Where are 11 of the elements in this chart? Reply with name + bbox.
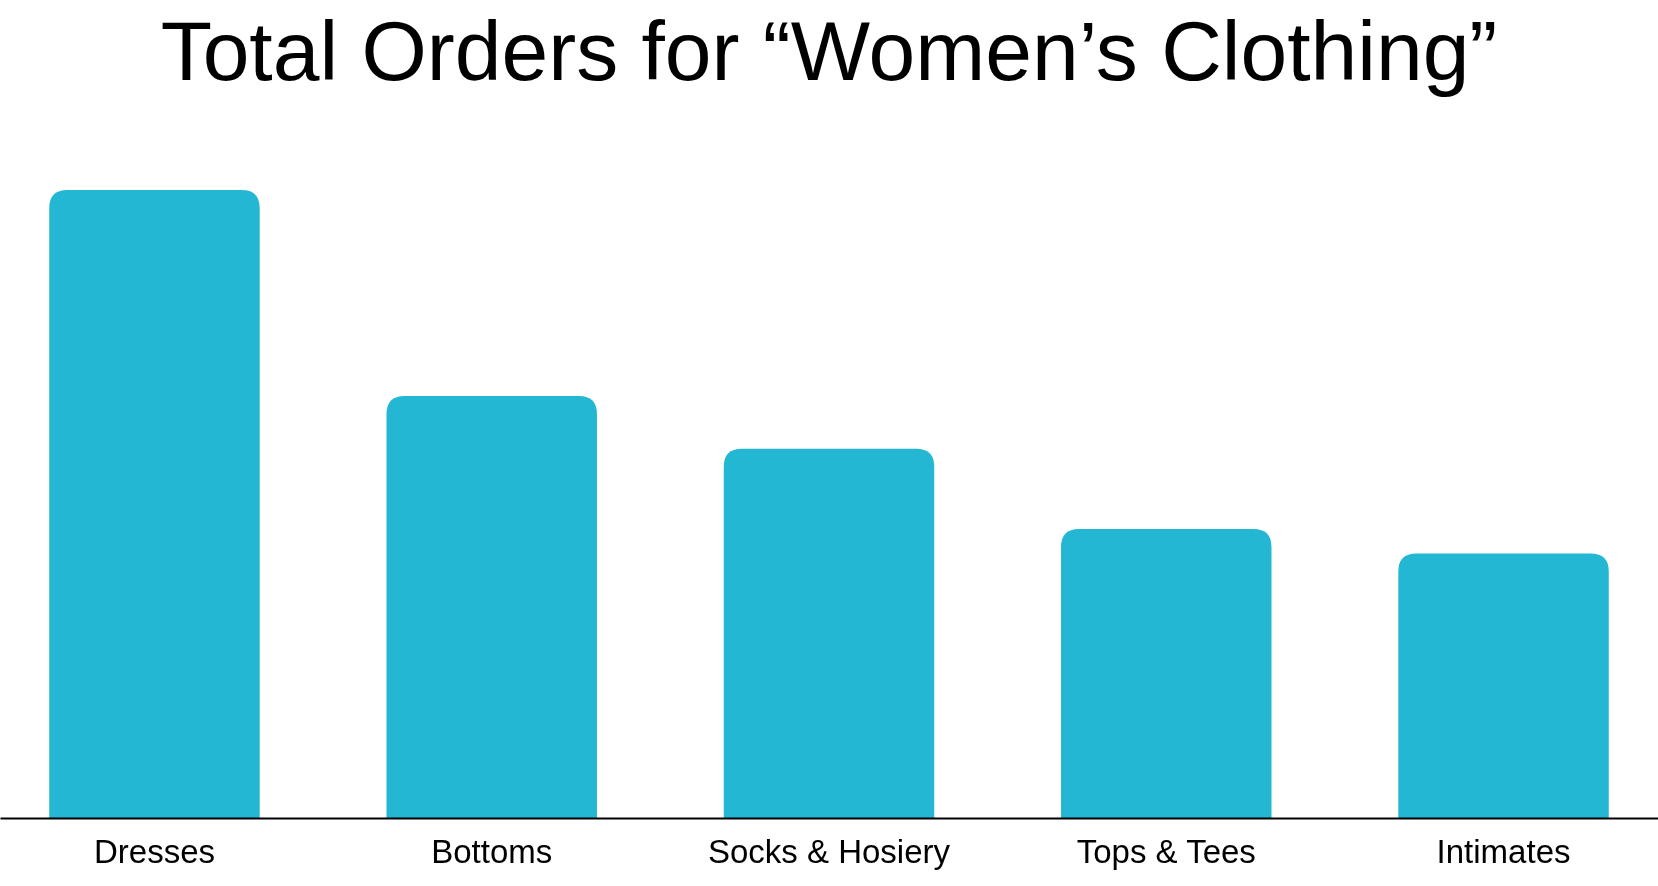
- x-tick-label: Tops & Tees: [1076, 833, 1256, 871]
- x-tick-label: Bottoms: [431, 833, 553, 871]
- x-tick-label: Dresses: [93, 833, 215, 871]
- chart-title: Total Orders for “Women’s Clothing”: [160, 4, 1498, 98]
- x-tick-label: Intimates: [1436, 833, 1571, 871]
- x-tick-label: Socks & Hosiery: [707, 833, 951, 871]
- bar: [1398, 553, 1609, 818]
- bar: [386, 395, 597, 818]
- bar: [1061, 529, 1272, 818]
- bar: [723, 448, 935, 818]
- bar: [49, 190, 260, 818]
